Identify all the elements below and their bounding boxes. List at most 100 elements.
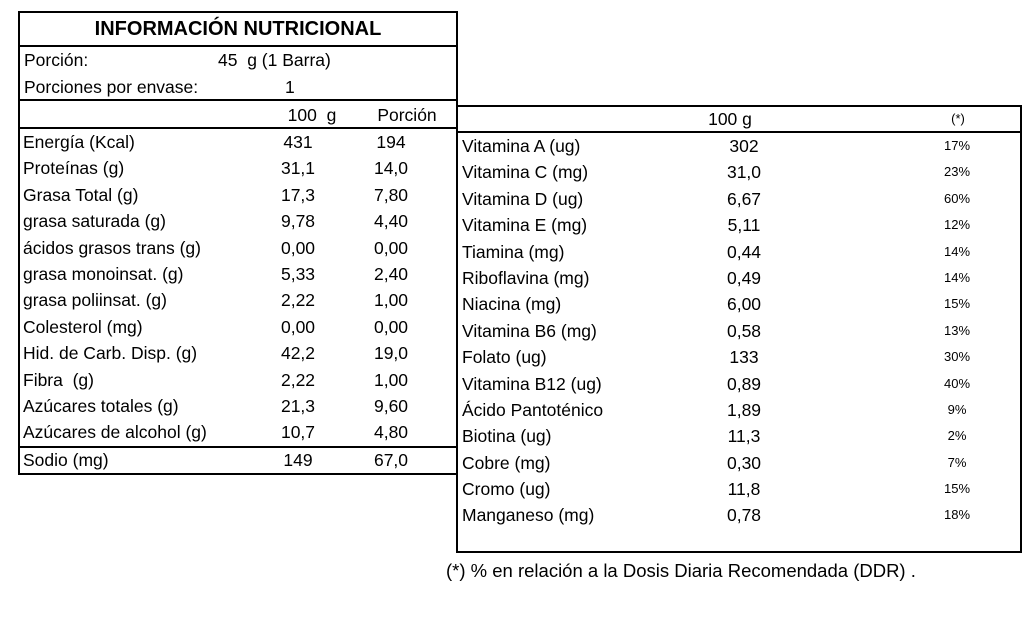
per-portion-value: 14,0 [373, 158, 409, 179]
per-100g-value: 10,7 [280, 422, 316, 443]
per-100g-value: 302 [729, 136, 759, 156]
ddr-percent-value: 2% [947, 428, 967, 444]
table-row: Vitamina A (ug) 302 17% [458, 133, 1020, 159]
per-100g-value: 42,2 [280, 343, 316, 364]
per-portion-value: 4,40 [373, 211, 409, 232]
per-portion-value: 7,80 [373, 184, 409, 205]
per-100g-value: 0,89 [726, 373, 762, 394]
per-100g-value: 5,11 [727, 215, 761, 236]
left-table-body: Energía (Kcal) 431 194 Proteínas (g) 31,… [20, 129, 456, 446]
nutrient-label: Vitamina A (ug) [462, 136, 581, 156]
per-100g-value: 31,0 [726, 162, 762, 183]
table-row: Tiamina (mg) 0,44 14% [458, 239, 1020, 265]
nutrient-label: Cromo (ug) [462, 479, 551, 500]
per-100g-value: 2,22 [280, 369, 316, 390]
nutrient-label: Biotina (ug) [462, 426, 552, 447]
per-100g-value: 11,3 [727, 426, 761, 447]
nutrient-label: Riboflavina (mg) [462, 267, 590, 288]
ddr-percent-value: 13% [943, 322, 971, 338]
ddr-percent-value: 30% [943, 349, 971, 365]
footnote: (*) % en relación a la Dosis Diaria Reco… [446, 560, 916, 581]
table-row: Energía (Kcal) 431 194 [20, 129, 456, 155]
portion-line: Porción: 45 g (1 Barra) [20, 47, 456, 74]
nutrient-label: Tiamina (mg) [462, 241, 565, 262]
ddr-percent-value: 7% [947, 454, 967, 470]
per-portion-value: 67,0 [373, 449, 409, 470]
per-portion-value: 4,80 [373, 422, 409, 443]
per-100g-value: 31,1 [280, 158, 316, 179]
ddr-percent-value: 60% [943, 190, 971, 206]
nutrient-label: grasa saturada (g) [23, 211, 166, 232]
nutrient-label: Grasa Total (g) [23, 184, 139, 205]
table-row: Grasa Total (g) 17,3 7,80 [20, 182, 456, 208]
table-row: Vitamina B6 (mg) 0,58 13% [458, 318, 1020, 344]
nutrient-label: Azúcares de alcohol (g) [23, 422, 207, 443]
per-portion-value: 9,60 [373, 395, 409, 416]
ddr-percent-value: 15% [943, 296, 971, 312]
per-portion-value: 0,00 [373, 316, 409, 337]
table-row: Vitamina C (mg) 31,0 23% [458, 159, 1020, 185]
ddr-percent-value: 9% [947, 401, 967, 417]
nutrient-label: Vitamina B12 (ug) [462, 373, 602, 394]
per-100g-value: 133 [729, 347, 759, 368]
nutrient-label: Sodio (mg) [23, 449, 109, 470]
per-portion-value: 19,0 [373, 343, 409, 364]
nutrient-label: Ácido Pantoténico [462, 399, 604, 420]
per-100g-value: 9,78 [280, 211, 316, 232]
per-portion-value: 2,40 [373, 263, 409, 284]
portion-label: Porción: [24, 50, 89, 70]
table-row: Niacina (mg) 6,00 15% [458, 291, 1020, 317]
table-row: ácidos grasos trans (g) 0,00 0,00 [20, 235, 456, 261]
col-header-100g: 100 g [287, 105, 337, 125]
servings-value: 1 [285, 77, 295, 97]
nutrient-label: Azúcares totales (g) [23, 395, 179, 416]
nutrient-label: grasa poliinsat. (g) [23, 290, 167, 311]
table-row: Colesterol (mg) 0,00 0,00 [20, 314, 456, 340]
col-header-porcion: Porción [377, 105, 437, 125]
ddr-percent-value: 14% [943, 269, 971, 285]
col-header-100g: 100 g [708, 109, 752, 129]
ddr-percent-value: 14% [943, 243, 971, 259]
ddr-percent-value: 18% [943, 507, 971, 523]
right-column-headers: 100 g (*) [458, 107, 1020, 133]
nutrient-label: ácidos grasos trans (g) [23, 237, 201, 258]
per-100g-value: 11,8 [727, 479, 761, 500]
table-row: Vitamina E (mg) 5,11 12% [458, 212, 1020, 238]
per-100g-value: 0,00 [280, 316, 316, 337]
nutrient-label: Hid. de Carb. Disp. (g) [23, 343, 198, 364]
nutrient-label: Manganeso (mg) [462, 505, 595, 526]
servings-line: Porciones por envase: 1 [20, 74, 456, 101]
table-row: Proteínas (g) 31,1 14,0 [20, 155, 456, 181]
ddr-percent-value: 40% [943, 375, 971, 391]
per-100g-value: 17,3 [280, 184, 316, 205]
table-row: Fibra (g) 2,22 1,00 [20, 367, 456, 393]
per-100g-value: 6,00 [726, 294, 762, 315]
table-row: Azúcares totales (g) 21,3 9,60 [20, 393, 456, 419]
ddr-percent-value: 23% [943, 164, 971, 180]
nutrient-label: Cobre (mg) [462, 452, 551, 473]
sodium-row: Sodio (mg) 149 67,0 [20, 445, 456, 473]
nutrient-label: Folato (ug) [462, 347, 547, 368]
portion-value: 45 g (1 Barra) [218, 50, 331, 70]
ddr-percent-value: 12% [943, 217, 971, 233]
per-100g-value: 21,3 [280, 395, 316, 416]
per-100g-value: 0,49 [726, 267, 762, 288]
per-100g-value: 0,30 [726, 452, 762, 473]
per-100g-value: 0,58 [726, 320, 762, 341]
table-row: Vitamina B12 (ug) 0,89 40% [458, 371, 1020, 397]
nutrient-label: Proteínas (g) [23, 158, 125, 179]
table-title: INFORMACIÓN NUTRICIONAL [20, 13, 456, 47]
portion-info: Porción: 45 g (1 Barra) Porciones por en… [20, 47, 456, 101]
per-100g-value: 5,33 [280, 263, 316, 284]
left-column-headers: 100 g Porción [20, 101, 456, 129]
table-row: Vitamina D (ug) 6,67 60% [458, 186, 1020, 212]
table-row: Ácido Pantoténico 1,89 9% [458, 397, 1020, 423]
table-row: Hid. de Carb. Disp. (g) 42,2 19,0 [20, 340, 456, 366]
table-row: Azúcares de alcohol (g) 10,7 4,80 [20, 419, 456, 445]
table-row: Manganeso (mg) 0,78 18% [458, 502, 1020, 528]
ddr-percent-value: 15% [943, 481, 971, 497]
nutrient-label: Vitamina C (mg) [462, 162, 589, 183]
nutrient-label: Energía (Kcal) [23, 132, 135, 152]
table-row: Folato (ug) 133 30% [458, 344, 1020, 370]
vitamins-minerals-table: 100 g (*) Vitamina A (ug) 302 17% Vitami… [456, 105, 1022, 553]
